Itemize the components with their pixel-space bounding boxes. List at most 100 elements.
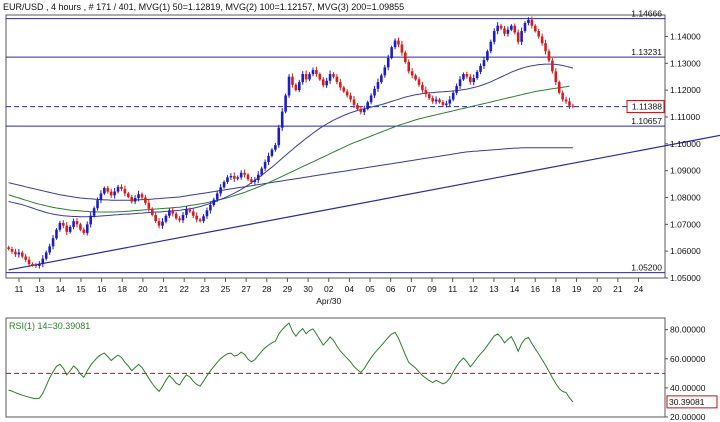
candle-down — [79, 224, 82, 230]
rsi-y-axis: 80.00000 60.00000 40.00000 20.00000 30.39081 — [665, 325, 718, 422]
candle-down — [571, 105, 575, 107]
price-y-tick-label: 1.08000 — [670, 192, 701, 202]
candle-up — [256, 174, 260, 181]
candle-down — [540, 36, 544, 44]
candle-up — [164, 215, 168, 222]
candle-up — [362, 108, 366, 113]
candle-up — [185, 209, 188, 215]
candle-down — [568, 101, 571, 106]
candle-up — [168, 210, 171, 216]
candle-up — [212, 199, 216, 206]
candle-up — [38, 264, 41, 266]
candle-up — [458, 79, 462, 87]
candle-up — [496, 25, 499, 32]
price-x-tick-label: 19 — [572, 284, 582, 294]
candle-up — [89, 215, 92, 225]
price-x-tick-label: 22 — [179, 284, 189, 294]
price-y-tick-label: 1.05000 — [670, 273, 701, 283]
header-ma1: MVG(1) 50=1.12819 — [139, 2, 221, 12]
candle-down — [191, 211, 195, 216]
candle-down — [547, 51, 551, 61]
price-x-tick-label: 24 — [634, 284, 644, 294]
candle-down — [130, 196, 134, 202]
candle-down — [339, 82, 342, 88]
candle-up — [434, 99, 438, 102]
x-axis-month-label: Apr/30 — [316, 296, 341, 306]
candle-down — [291, 76, 294, 85]
candle-up — [462, 74, 465, 80]
candle-up — [366, 102, 369, 109]
price-x-tick-label: 09 — [427, 284, 437, 294]
level-label: 1.10657 — [631, 116, 662, 126]
candle-up — [451, 92, 455, 100]
candle-down — [352, 99, 356, 105]
level-label: 1.11388 — [632, 102, 662, 112]
candle-up — [486, 51, 489, 61]
candle-down — [20, 252, 24, 257]
candle-down — [246, 174, 250, 180]
price-x-tick-label: 18 — [118, 284, 128, 294]
candle-up — [161, 221, 164, 226]
ma200-line — [8, 147, 573, 201]
price-x-tick-label: 23 — [200, 284, 210, 294]
candle-down — [65, 225, 69, 232]
candle-down — [557, 82, 561, 93]
candle-down — [62, 222, 65, 226]
candle-up — [85, 224, 89, 233]
candle-up — [58, 222, 62, 230]
price-x-tick-label: 27 — [241, 284, 251, 294]
price-x-tick-label: 16 — [97, 284, 107, 294]
candle-up — [181, 214, 185, 221]
candle-down — [24, 256, 27, 260]
candle-up — [475, 71, 479, 79]
candle-down — [414, 75, 417, 80]
candle-down — [188, 209, 192, 212]
candle-down — [106, 188, 110, 192]
header-symbol: EUR/USD — [3, 2, 44, 12]
candle-down — [233, 176, 236, 179]
candle-down — [75, 221, 79, 225]
rsi-y-tick-label: 20.00000 — [670, 412, 706, 422]
candle-down — [109, 191, 113, 196]
rsi-title: RSI(1) 14=30.39081 — [9, 321, 90, 331]
price-y-tick-label: 1.06000 — [670, 246, 701, 256]
candle-down — [441, 102, 445, 105]
candle-down — [198, 219, 202, 222]
candle-up — [215, 193, 219, 200]
candle-down — [318, 74, 322, 80]
candle-up — [209, 205, 212, 211]
candle-up — [520, 31, 523, 42]
candle-up — [103, 188, 106, 194]
candle-up — [376, 82, 380, 89]
price-x-tick-label: 25 — [221, 284, 231, 294]
candle-up — [267, 155, 270, 163]
candle-up — [116, 186, 120, 192]
candle-down — [144, 197, 147, 203]
candle-up — [236, 177, 240, 179]
candle-down — [7, 247, 10, 250]
price-x-tick-label: 20 — [592, 284, 602, 294]
candle-down — [157, 221, 161, 226]
price-x-tick-label: 16 — [531, 284, 541, 294]
price-y-tick-label: 1.07000 — [670, 219, 701, 229]
candle-up — [55, 229, 58, 239]
candle-up — [17, 252, 21, 255]
candle-up — [308, 74, 311, 80]
candle-down — [27, 259, 31, 265]
ma100-line — [8, 85, 570, 213]
candle-down — [332, 74, 335, 77]
price-x-tick-label: 07 — [407, 284, 417, 294]
candle-down — [503, 28, 506, 34]
candle-down — [195, 215, 198, 220]
price-x-tick-label: 21 — [613, 284, 623, 294]
candle-down — [530, 19, 534, 26]
level-label: 1.13231 — [631, 47, 662, 57]
price-x-tick-label: 14 — [56, 284, 66, 294]
candle-up — [44, 252, 48, 259]
candle-up — [390, 47, 393, 58]
candle-down — [342, 87, 346, 92]
candle-up — [205, 210, 209, 217]
candle-down — [335, 76, 339, 83]
price-x-tick-label: 30 — [303, 284, 313, 294]
